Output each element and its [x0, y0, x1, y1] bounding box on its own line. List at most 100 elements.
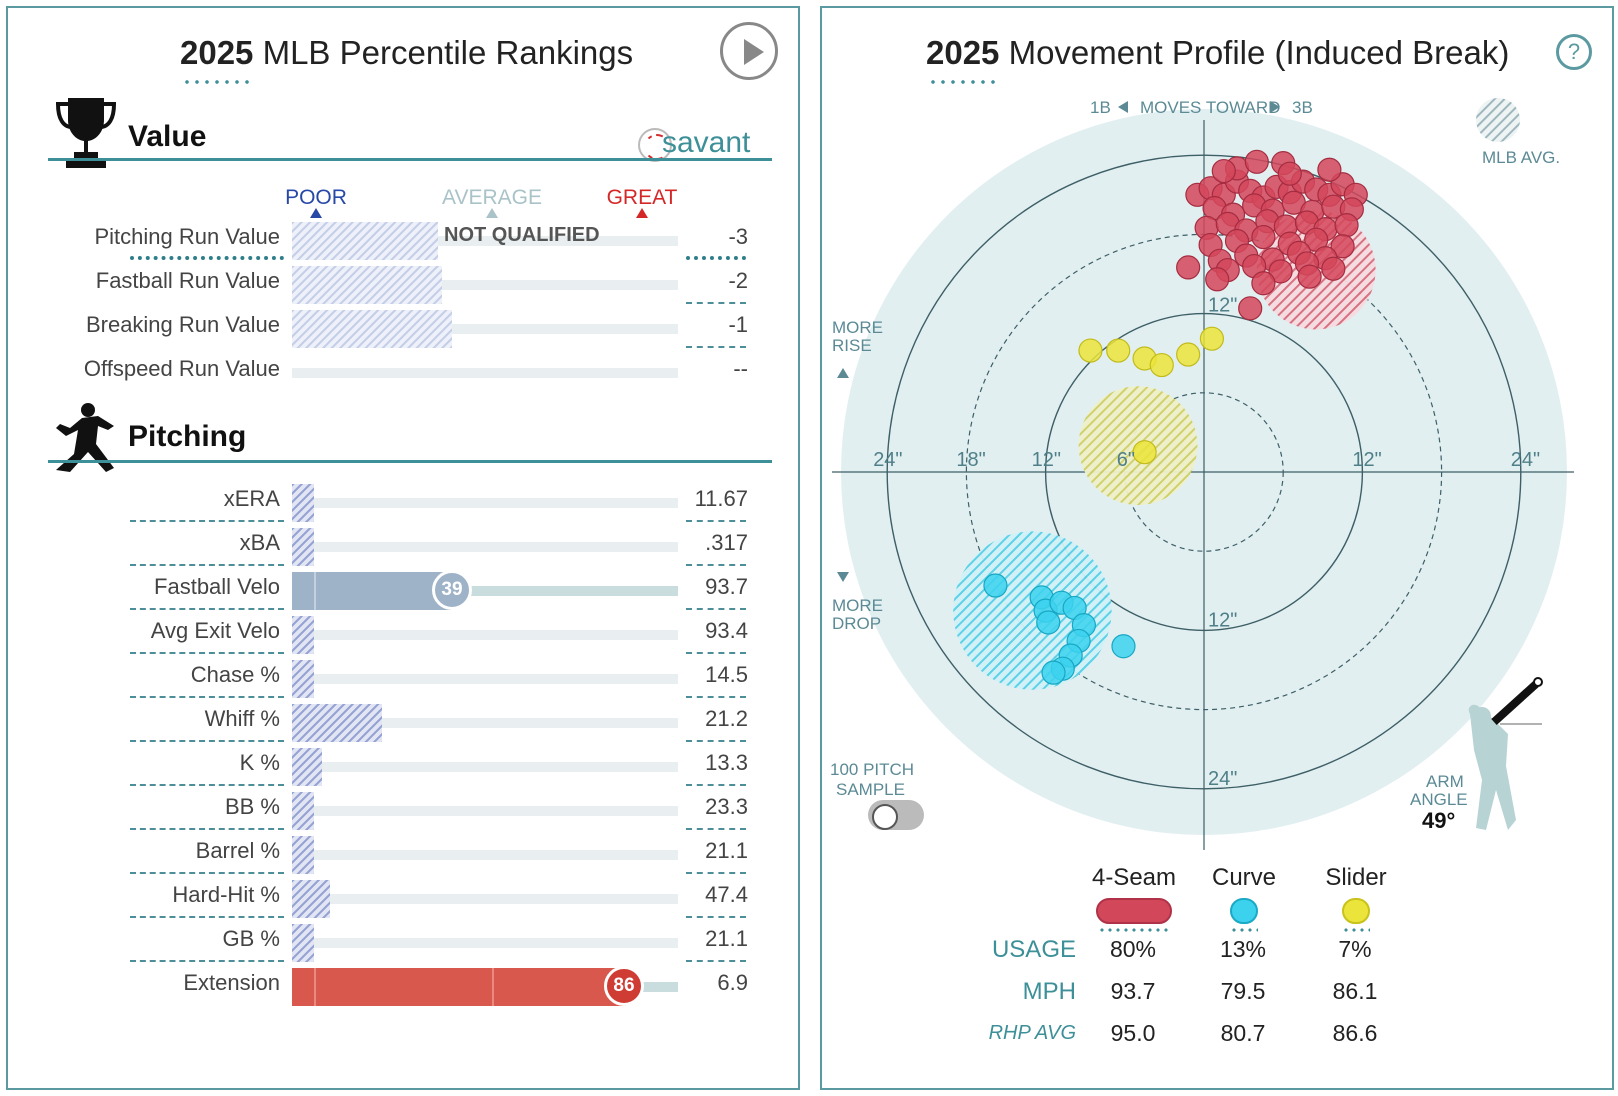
rhp-avg-4seam: 95.0 — [1110, 1020, 1156, 1046]
percentile-bar — [292, 222, 438, 260]
row-divider — [130, 564, 284, 566]
row-divider — [130, 696, 284, 698]
pitch-point-4-seam — [1244, 149, 1269, 174]
arrow-down-icon — [837, 572, 849, 582]
ring-label: 18" — [956, 449, 985, 471]
row-value: -3 — [728, 224, 748, 249]
row-track — [292, 630, 678, 640]
row-value: 11.67 — [694, 486, 748, 511]
great-arrow-icon — [636, 208, 648, 218]
legend-name-slider: Slider — [1325, 864, 1387, 891]
row-bb-pct[interactable]: BB % 23.3 — [8, 786, 798, 830]
row-fastball-velo[interactable]: Fastball Velo 39 93.7 — [8, 566, 798, 610]
pitch-point-4-seam — [1321, 256, 1346, 281]
play-button[interactable] — [720, 22, 778, 80]
pitch-point-4-seam — [1205, 267, 1230, 292]
percentile-title-year: 2025 — [180, 34, 254, 71]
row-value: 6.9 — [717, 970, 748, 995]
percentile-bar — [292, 572, 452, 610]
pitching-section-heading: Pitching — [128, 420, 247, 453]
arrow-up-icon — [837, 368, 849, 378]
help-button[interactable]: ? — [1556, 34, 1592, 70]
row-label: Avg Exit Velo — [150, 618, 280, 643]
usage-curve: 13% — [1219, 936, 1267, 962]
legend-swatch-slider[interactable] — [1342, 898, 1370, 924]
row-hard-hit-pct[interactable]: Hard-Hit % 47.4 — [8, 874, 798, 918]
movement-title: 2025 Movement Profile (Induced Break) — [926, 34, 1509, 72]
value-section-rule — [48, 158, 772, 161]
row-fastball-run-value[interactable]: Fastball Run Value -2 — [8, 260, 798, 304]
baseball-icon — [638, 128, 672, 162]
pitch-point-4-seam — [1334, 213, 1359, 238]
row-chase-pct[interactable]: Chase % 14.5 — [8, 654, 798, 698]
row-divider — [130, 608, 284, 610]
row-avg-exit-velo[interactable]: Avg Exit Velo 93.4 — [8, 610, 798, 654]
percentile-bar — [292, 792, 314, 830]
legend-underline — [1342, 928, 1370, 932]
row-track — [292, 762, 678, 772]
row-divider — [686, 256, 746, 260]
row-label: Chase % — [190, 662, 280, 687]
mlb-avg-label: MLB AVG. — [1482, 148, 1561, 167]
row-barrel-pct[interactable]: Barrel % 21.1 — [8, 830, 798, 874]
savant-logo[interactable]: savant — [662, 126, 751, 159]
pitch-point-slider — [1149, 352, 1174, 378]
sample-toggle[interactable] — [868, 800, 924, 830]
arrow-left-icon — [1118, 101, 1128, 113]
usage-slider: 7% — [1338, 936, 1372, 962]
ring-label: 24" — [1208, 768, 1237, 790]
usage-4seam: 80% — [1109, 936, 1157, 962]
row-pitching-run-value[interactable]: Pitching Run Value NOT QUALIFIED -3 — [8, 216, 798, 260]
row-track — [292, 324, 678, 334]
row-label: xBA — [239, 530, 280, 555]
row-label: GB % — [222, 926, 280, 951]
percentile-title: 2025 MLB Percentile Rankings — [180, 34, 633, 72]
row-label: Pitching Run Value — [94, 224, 281, 249]
row-track — [292, 718, 678, 728]
percentile-bar — [292, 836, 314, 874]
row-divider — [686, 916, 746, 918]
legend-name-curve: Curve — [1211, 864, 1277, 891]
pitch-point-4-seam — [1268, 259, 1293, 284]
legend-swatch-curve[interactable] — [1230, 898, 1258, 924]
row-offspeed-run-value[interactable]: Offspeed Run Value -- — [8, 348, 798, 392]
row-gb-pct[interactable]: GB % 21.1 — [8, 918, 798, 962]
pitch-point-4-seam — [1238, 296, 1263, 321]
row-track — [292, 280, 678, 290]
row-k-pct[interactable]: K % 13.3 — [8, 742, 798, 786]
pitch-point-curve — [1036, 610, 1061, 635]
sample-label-1: 100 PITCH — [830, 760, 915, 779]
row-xba[interactable]: xBA .317 — [8, 522, 798, 566]
scale-average-label: AVERAGE — [442, 186, 542, 209]
row-label: Whiff % — [204, 706, 280, 731]
row-value: 23.3 — [705, 794, 748, 819]
row-breaking-run-value[interactable]: Breaking Run Value -1 — [8, 304, 798, 348]
ring-label: 24" — [1511, 449, 1540, 471]
legend-swatch-4seam[interactable] — [1096, 898, 1172, 924]
usage-label: USAGE — [991, 936, 1076, 963]
row-xera[interactable]: xERA 11.67 — [8, 478, 798, 522]
row-label: xERA — [223, 486, 280, 511]
pitch-point-slider — [1199, 326, 1225, 351]
more-drop-label-1: MORE — [832, 596, 883, 615]
percentile-bar — [292, 748, 322, 786]
title-underline — [182, 80, 254, 84]
row-value: 14.5 — [705, 662, 748, 687]
mlb-avg-zone-curve — [953, 531, 1112, 690]
row-whiff-pct[interactable]: Whiff % 21.2 — [8, 698, 798, 742]
arm-angle-value: 49° — [1422, 808, 1456, 833]
ring-label: 12" — [1352, 449, 1381, 471]
row-value: .317 — [705, 530, 748, 555]
rhp-avg-slider: 86.6 — [1332, 1020, 1378, 1046]
value-section-heading: Value — [128, 120, 207, 153]
row-track — [292, 938, 678, 948]
row-label: K % — [239, 750, 280, 775]
movement-plot: 24" 18" 12" 6" 12" 24" 12" 12" 24" — [832, 98, 1574, 850]
pitch-point-4-seam — [1317, 157, 1342, 182]
scale-poor-label: POOR — [285, 186, 347, 209]
mph-curve: 79.5 — [1220, 978, 1266, 1004]
movement-profile-panel: 2025 Movement Profile (Induced Break) ? … — [820, 6, 1614, 1090]
row-extension[interactable]: Extension 86 6.9 — [8, 962, 798, 1006]
legend-underline — [1098, 928, 1170, 932]
rhp-avg-curve: 80.7 — [1220, 1020, 1266, 1046]
